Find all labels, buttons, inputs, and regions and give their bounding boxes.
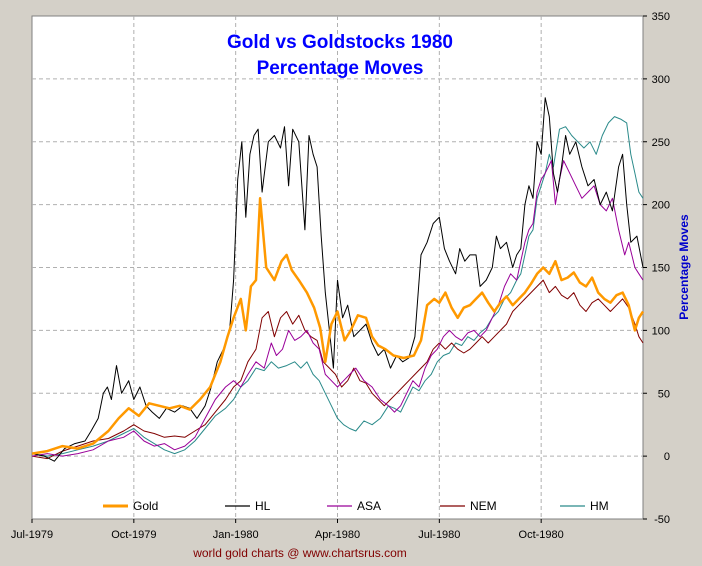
grid-lines: [32, 16, 643, 519]
y-tick-label: 200: [652, 200, 670, 212]
x-tick-label: Oct-1980: [519, 529, 564, 541]
y-tick-label: 0: [664, 451, 670, 463]
x-tick-label: Jan-1980: [213, 529, 259, 541]
series-lines: [31, 97, 645, 462]
series-line-hl: [31, 97, 644, 462]
legend-label-nem: NEM: [470, 499, 497, 513]
axes: -50 0 50 100 150 200 250 300 350 Jul-1979 Oct-1979…: [11, 11, 670, 541]
chart-subtitle: Percentage Moves: [257, 58, 424, 79]
y-axis-label: Percentage Moves: [677, 214, 691, 320]
y-tick-label: 50: [658, 388, 670, 400]
x-tick-label: Apr-1980: [315, 529, 360, 541]
y-tick-label: 250: [652, 137, 670, 149]
y-tick-label: 350: [652, 11, 670, 23]
series-line-gold: [31, 197, 645, 455]
footer-credit: world gold charts @ www.chartsrus.com: [192, 546, 407, 560]
y-tick-label: 150: [652, 263, 670, 275]
chart-title: Gold vs Goldstocks 1980: [227, 32, 453, 53]
legend-label-hm: HM: [590, 499, 609, 513]
legend: Gold HL ASA NEM HM: [103, 499, 609, 513]
legend-label-gold: Gold: [133, 499, 158, 513]
legend-label-asa: ASA: [357, 499, 381, 513]
x-tick-label: Oct-1979: [111, 529, 156, 541]
y-tick-label: -50: [654, 514, 670, 526]
legend-label-hl: HL: [255, 499, 271, 513]
y-tick-label: 300: [652, 74, 670, 86]
series-line-nem: [31, 279, 644, 460]
series-line-asa: [31, 160, 644, 457]
y-tick-label: 100: [652, 325, 670, 337]
x-tick-label: Jul-1979: [11, 529, 53, 541]
series-line-hm: [31, 116, 644, 457]
x-tick-label: Jul-1980: [418, 529, 460, 541]
